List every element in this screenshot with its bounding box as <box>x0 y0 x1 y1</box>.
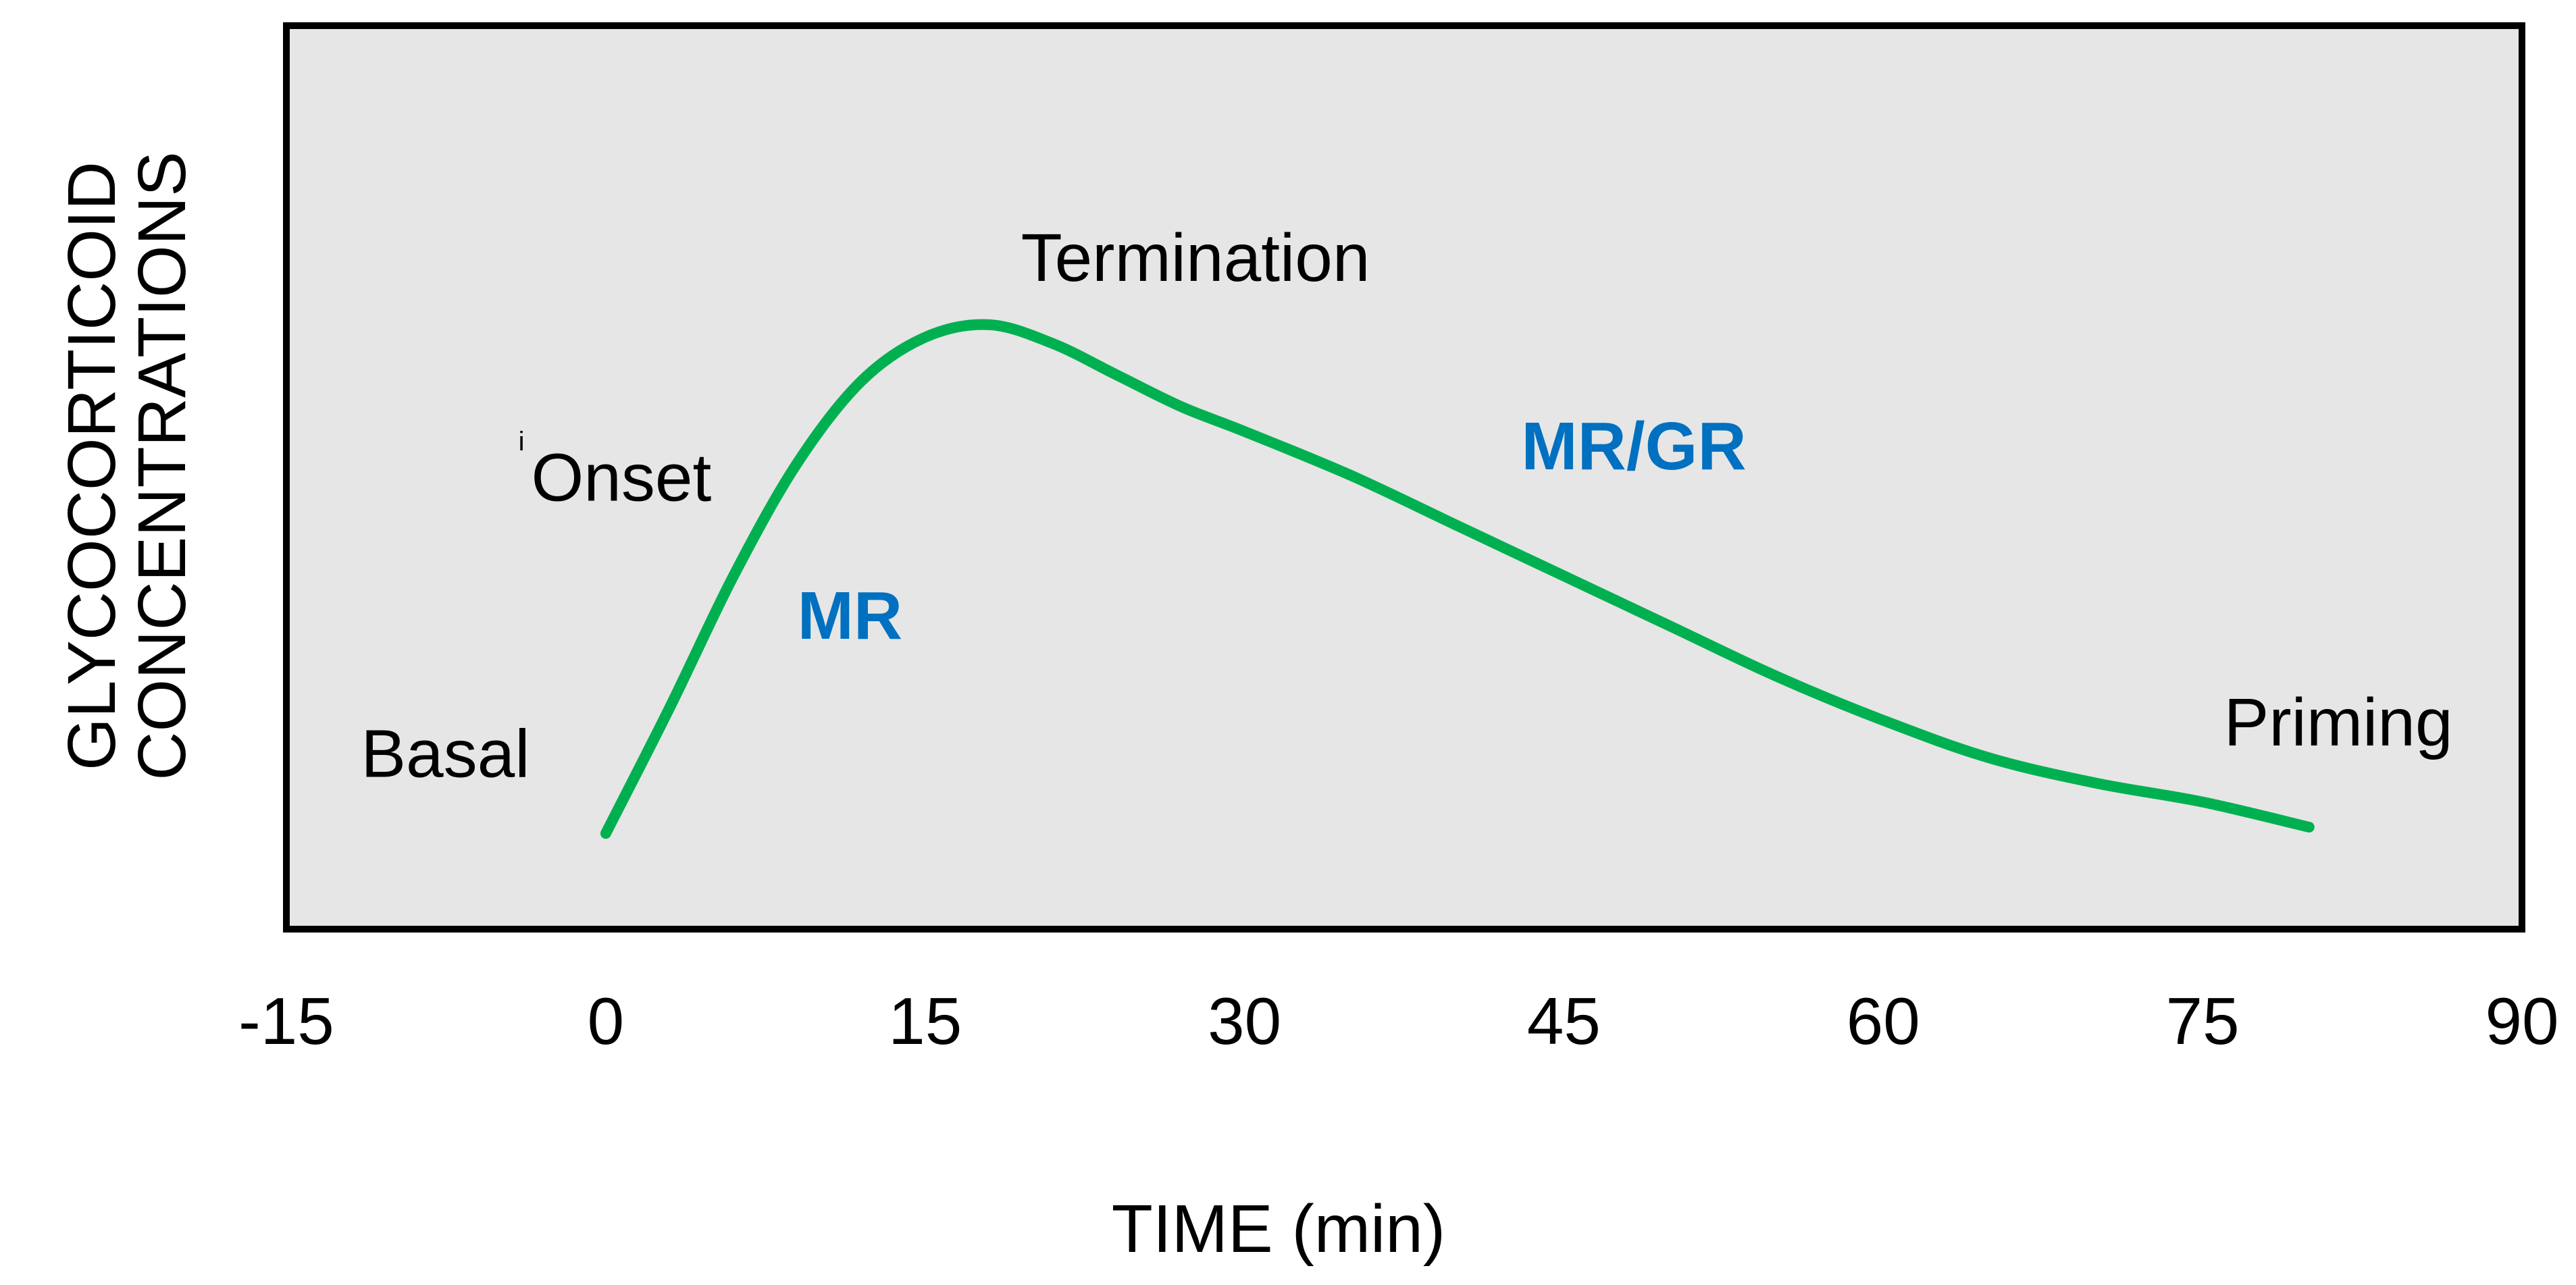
annotation-termination: Termination <box>1021 220 1370 296</box>
x-tick-label: 90 <box>2485 984 2558 1058</box>
x-tick-labels: -15 0 15 30 45 60 75 90 <box>238 984 2558 1058</box>
x-tick-label: 45 <box>1527 984 1601 1058</box>
x-axis-label: TIME (min) <box>1112 1191 1445 1267</box>
annotation-priming: Priming <box>2224 685 2453 760</box>
y-axis-label-line-2: CONCENTRATIONS <box>124 151 200 781</box>
plot-area <box>283 22 2525 933</box>
x-tick-label: 75 <box>2166 984 2240 1058</box>
y-axis-label: GLYCOCORTICOID CONCENTRATIONS <box>54 151 200 781</box>
annotation-onset: Onset <box>532 440 712 515</box>
x-tick-label: 60 <box>1847 984 1920 1058</box>
curve-layer <box>600 319 2315 839</box>
annotation-mr-gr: MR/GR <box>1521 409 1746 484</box>
annotation-i: i <box>519 427 525 456</box>
x-tick-label: -15 <box>238 984 334 1058</box>
x-tick-label: 0 <box>588 984 625 1058</box>
x-tick-label: 30 <box>1208 984 1281 1058</box>
y-axis-label-line-1: GLYCOCORTICOID <box>54 161 130 770</box>
annotation-basal: Basal <box>361 716 530 792</box>
concentration-curve <box>600 319 2315 839</box>
annotation-mr: MR <box>798 578 903 654</box>
x-tick-label: 15 <box>888 984 962 1058</box>
